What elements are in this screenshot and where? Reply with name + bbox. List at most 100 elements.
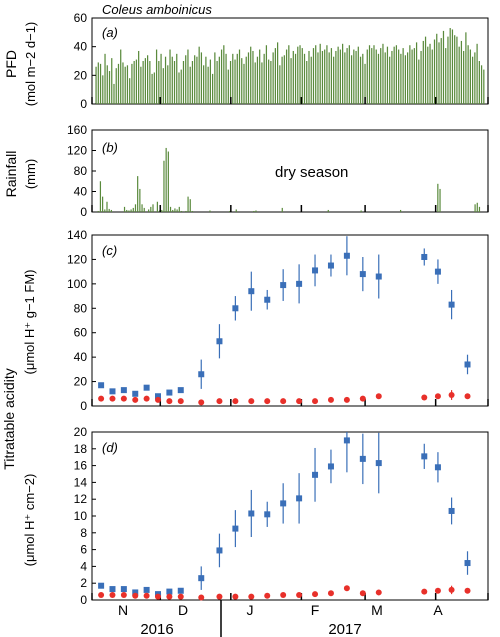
bar — [156, 201, 158, 212]
bar — [460, 40, 463, 104]
bar — [194, 55, 196, 104]
bar — [263, 53, 265, 104]
bar — [272, 52, 274, 104]
bar — [449, 28, 451, 104]
bar — [321, 50, 324, 104]
bar — [158, 61, 160, 104]
bar — [245, 56, 247, 104]
bar — [337, 46, 339, 104]
panel-label-c: (c) — [102, 243, 117, 258]
data-point-red — [343, 396, 350, 403]
bar — [234, 59, 236, 104]
bar — [319, 43, 321, 104]
bar — [106, 201, 108, 212]
month-label-j: J — [247, 602, 254, 618]
bar — [478, 206, 481, 212]
ytick-label: 0 — [80, 399, 87, 413]
data-point-blue — [232, 525, 239, 532]
acidity-ylabel-line1: Titratable acidity — [1, 368, 17, 469]
data-point-blue — [143, 586, 150, 593]
bar — [463, 50, 465, 104]
bar — [451, 29, 454, 104]
panel-a: 0 20 40 60 (a) PFD (mol m−2 d−1) — [3, 11, 489, 111]
bar — [377, 53, 380, 104]
data-point-red — [312, 398, 319, 405]
bar — [437, 183, 439, 212]
ytick-label: 80 — [74, 164, 88, 178]
data-point-blue — [166, 389, 173, 396]
bar — [409, 45, 411, 104]
data-point-blue — [448, 301, 455, 308]
bar — [132, 207, 134, 212]
bar — [420, 50, 422, 104]
data-point-red — [232, 398, 239, 405]
bar — [404, 55, 406, 104]
bar — [113, 83, 115, 104]
bar — [386, 46, 389, 104]
panel-d: 0 2 4 6 8 10 12 14 16 18 20 (d) (μmol H⁺ cm−2) — [22, 425, 489, 607]
bar — [185, 55, 187, 104]
bar — [447, 36, 449, 105]
data-point-red — [216, 593, 223, 600]
bar — [150, 206, 152, 212]
month-label-f: F — [311, 602, 320, 618]
data-point-blue — [216, 338, 223, 345]
panel-c: 0 20 40 60 80 100 120 140 (c) Titratable acidit… — [1, 228, 489, 470]
bar — [252, 50, 254, 104]
bar — [283, 55, 285, 104]
data-point-blue — [296, 280, 303, 287]
data-point-blue — [109, 586, 116, 593]
data-point-red — [166, 593, 173, 600]
bar — [220, 49, 223, 104]
data-point-blue — [464, 560, 471, 567]
bar — [411, 49, 413, 104]
data-point-red — [264, 398, 271, 405]
bar — [180, 210, 183, 212]
bar — [285, 49, 288, 104]
bar — [102, 75, 104, 104]
bar — [308, 50, 310, 104]
bar — [333, 56, 335, 104]
bar — [270, 61, 272, 104]
bar — [407, 52, 409, 104]
bar — [120, 49, 122, 104]
data-point-blue — [421, 253, 428, 260]
bar — [467, 45, 469, 104]
data-point-blue — [132, 589, 139, 596]
bar — [431, 49, 433, 104]
bar — [176, 53, 178, 104]
ytick-label: 6 — [80, 543, 87, 557]
bar — [454, 35, 456, 105]
pfd-x-ticks — [91, 97, 489, 104]
ytick-label: 60 — [74, 11, 88, 25]
acidity-fm-ylabel: (μmol H⁺ g−1 FM) — [22, 269, 37, 374]
bar — [360, 210, 362, 212]
ytick-label: 20 — [74, 68, 88, 82]
data-point-red — [248, 593, 255, 600]
bar — [255, 210, 257, 212]
bar — [165, 147, 167, 212]
bar — [133, 61, 135, 104]
bar — [456, 36, 458, 105]
ytick-label: 2 — [80, 576, 87, 590]
bar — [214, 52, 216, 104]
bar — [126, 209, 128, 212]
ytick-label: 120 — [67, 252, 87, 266]
rainfall-ylabel-line1: Rainfall — [3, 151, 19, 198]
bar — [368, 45, 371, 104]
bar — [142, 61, 144, 104]
bar — [290, 58, 292, 104]
frame-a — [91, 17, 489, 105]
bar — [117, 63, 120, 104]
data-point-blue — [375, 273, 382, 280]
bar — [160, 53, 162, 104]
bar — [427, 46, 429, 104]
bar — [346, 48, 348, 104]
data-point-blue — [359, 271, 366, 278]
bar — [474, 204, 476, 212]
bar — [399, 209, 402, 212]
data-point-blue — [248, 288, 255, 295]
acidity-area-y-ticks: 0 2 4 6 8 10 12 14 16 18 20 — [74, 425, 96, 607]
ytick-label: 10 — [74, 509, 88, 523]
bar — [108, 71, 111, 104]
